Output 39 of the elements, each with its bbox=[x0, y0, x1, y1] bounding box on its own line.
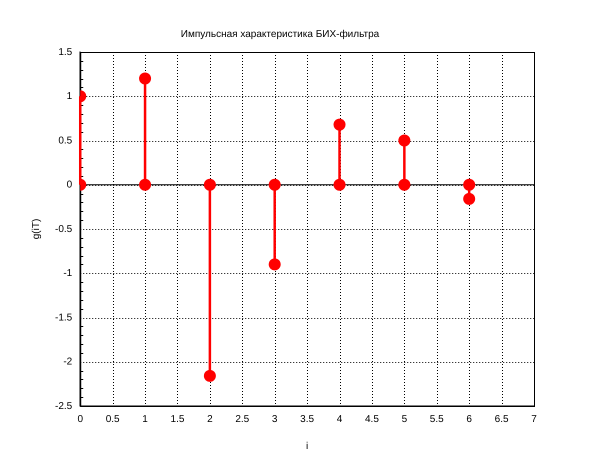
point bbox=[139, 178, 152, 191]
y-tick-label: 0.5 bbox=[58, 135, 73, 146]
x-tick-label: 2.5 bbox=[235, 414, 250, 425]
point bbox=[334, 118, 346, 131]
y-axis-title: g(iT) bbox=[30, 218, 42, 240]
x-tick-label: 6.5 bbox=[494, 414, 509, 425]
x-tick-label: 4 bbox=[336, 414, 343, 425]
point bbox=[334, 178, 346, 191]
y-tick-label: -2 bbox=[63, 356, 73, 368]
point bbox=[139, 72, 152, 85]
x-tick-label: 1 bbox=[142, 414, 148, 425]
point bbox=[398, 134, 410, 146]
y-tick-label: -2.5 bbox=[54, 400, 73, 412]
x-tick-label: 3 bbox=[272, 414, 278, 425]
point bbox=[398, 178, 410, 191]
x-tick-label: 1.5 bbox=[170, 414, 185, 425]
x-tick-label: 7 bbox=[531, 414, 538, 425]
x-tick-label: 0.5 bbox=[106, 414, 120, 425]
point bbox=[463, 178, 476, 191]
x-axis-title: i bbox=[306, 440, 308, 452]
x-tick-label: 4.5 bbox=[364, 414, 380, 425]
x-tick-label: 2 bbox=[207, 414, 214, 425]
x-tick-label: 0 bbox=[77, 414, 84, 425]
y-tick-label: -1.5 bbox=[54, 312, 73, 324]
y-tick-label: 0 bbox=[66, 180, 73, 190]
point bbox=[268, 258, 281, 270]
y-tick-label: 1 bbox=[66, 91, 73, 102]
point bbox=[268, 178, 281, 191]
y-tick-label: 1.5 bbox=[58, 46, 73, 58]
chart-title: Импульсная характеристика БИХ-фильтра bbox=[180, 28, 380, 40]
x-tick-label: 5.5 bbox=[430, 414, 444, 425]
point bbox=[204, 370, 216, 382]
x-tick-label: 5 bbox=[402, 414, 408, 425]
x-tick-label: 6 bbox=[466, 414, 472, 425]
y-tick-label: -1 bbox=[63, 268, 73, 279]
point bbox=[463, 192, 476, 205]
point bbox=[204, 178, 216, 191]
x-tick-label: 3.5 bbox=[300, 414, 314, 425]
y-tick-label: -0.5 bbox=[54, 224, 73, 235]
